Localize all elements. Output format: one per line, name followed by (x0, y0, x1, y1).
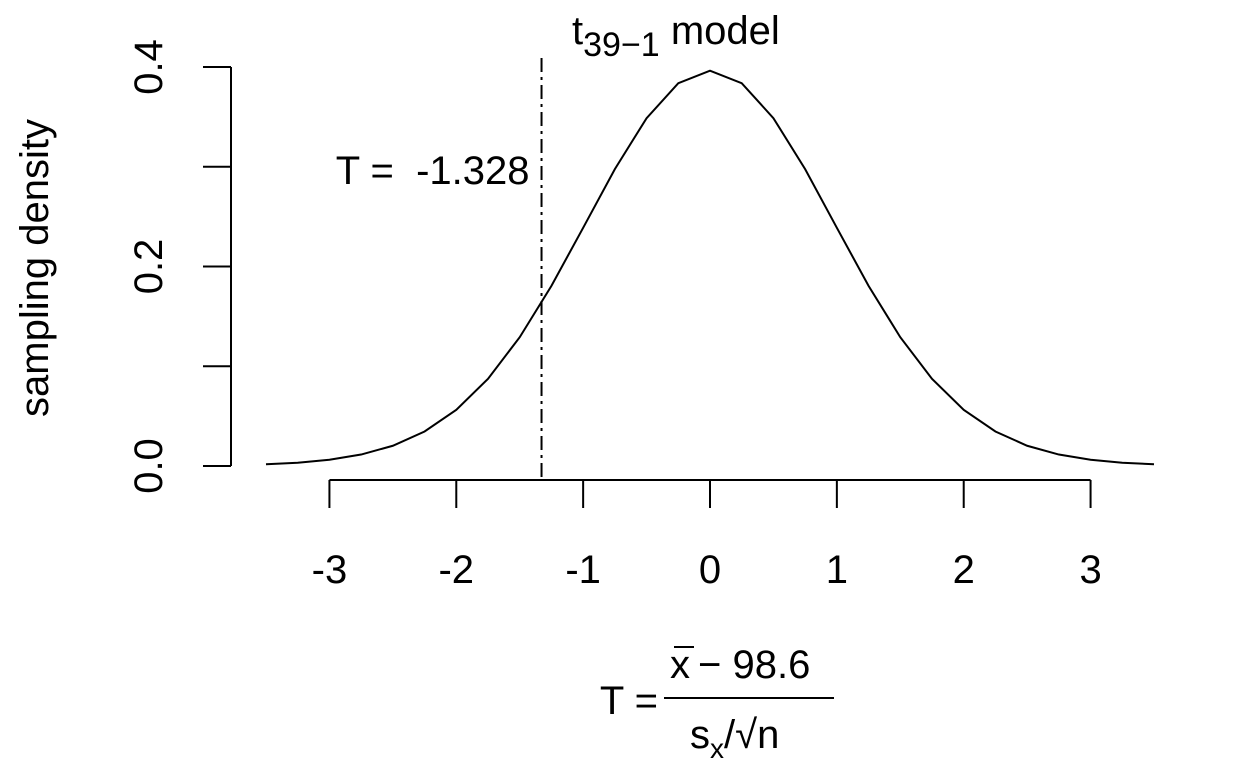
numerator-rest: − 98.6 (698, 643, 810, 687)
x-tick-label: -2 (438, 548, 474, 592)
y-axis-label: sampling density (13, 119, 57, 417)
x-tick-label: 2 (953, 548, 975, 592)
x-label-lhs: T = (600, 679, 658, 723)
x-tick-label: 1 (826, 548, 848, 592)
title-main: t (572, 9, 583, 53)
x-tick-label: 3 (1079, 548, 1101, 592)
x-tick-label: -1 (565, 548, 601, 592)
denominator-rest: /√n (724, 713, 779, 757)
title-subscript: 39−1 (583, 26, 660, 64)
x-tick-label: -3 (312, 548, 348, 592)
x-label-denominator: sx/√n (690, 713, 779, 764)
x-axis-label: T = x − 98.6 sx/√n (600, 643, 834, 764)
denominator-var: s (690, 713, 710, 757)
numerator-var: x (670, 643, 690, 687)
title-suffix: model (660, 9, 780, 53)
y-tick-label: 0.4 (127, 39, 171, 95)
chart-title: t39−1 model (572, 9, 780, 64)
density-curve (265, 69, 1155, 466)
x-label-numerator: x − 98.6 (670, 643, 810, 687)
y-tick-label: 0.0 (127, 438, 171, 494)
x-tick-label: 0 (699, 548, 721, 592)
denominator-sub: x (710, 733, 724, 764)
y-tick-label: 0.2 (127, 239, 171, 295)
reference-label: T = -1.328 (336, 149, 530, 193)
